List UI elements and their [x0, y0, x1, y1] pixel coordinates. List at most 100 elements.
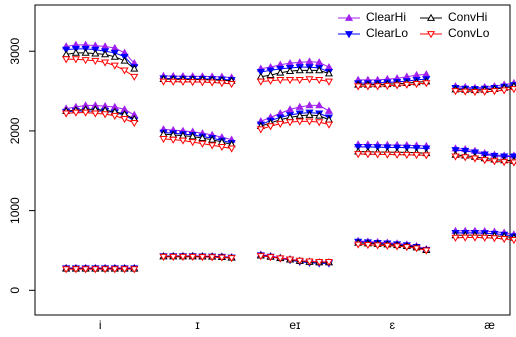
point — [256, 69, 265, 77]
point — [81, 109, 90, 117]
point — [91, 57, 100, 65]
point — [383, 144, 392, 152]
point — [285, 66, 295, 75]
point — [305, 57, 314, 65]
point — [402, 144, 411, 152]
point — [470, 234, 480, 242]
point — [490, 88, 499, 96]
point — [470, 88, 480, 97]
formant-line — [66, 52, 516, 91]
point — [363, 151, 372, 159]
formant-line — [66, 237, 516, 270]
point — [276, 120, 285, 128]
point — [315, 259, 324, 267]
x-tick-label: i — [99, 318, 102, 332]
point — [451, 88, 460, 96]
point — [227, 145, 236, 153]
point — [363, 241, 372, 250]
point — [315, 111, 324, 119]
point — [461, 88, 470, 96]
y-tick-label: 0 — [8, 287, 22, 294]
formant-line — [66, 104, 516, 157]
point — [188, 132, 197, 140]
point — [509, 86, 516, 94]
point — [256, 253, 265, 261]
point — [422, 152, 431, 160]
point — [188, 139, 197, 147]
point — [101, 59, 110, 67]
point — [62, 46, 71, 54]
point — [412, 145, 421, 153]
point — [217, 80, 226, 88]
point — [451, 153, 460, 161]
point — [159, 135, 168, 144]
point — [422, 70, 431, 78]
point — [198, 79, 207, 87]
formant-line — [66, 44, 516, 89]
legend-marker — [426, 31, 436, 39]
x-tick-label: ɪ — [195, 318, 199, 332]
point — [276, 68, 285, 76]
point — [383, 151, 392, 159]
point — [295, 111, 304, 119]
point — [120, 67, 129, 75]
point — [198, 140, 207, 148]
point — [315, 77, 324, 85]
point — [208, 135, 217, 143]
point — [266, 67, 275, 75]
point — [422, 247, 431, 255]
point — [285, 256, 295, 264]
point — [373, 144, 382, 152]
point — [110, 112, 119, 120]
point — [256, 78, 265, 86]
formant-line — [66, 110, 516, 157]
point — [500, 87, 509, 95]
point — [101, 266, 110, 274]
point — [315, 58, 324, 66]
point — [266, 254, 275, 262]
point — [295, 66, 304, 74]
point — [373, 83, 382, 91]
point — [159, 78, 168, 86]
point — [412, 80, 421, 89]
point — [295, 118, 304, 126]
point — [120, 266, 129, 274]
point — [324, 106, 334, 114]
point — [490, 158, 499, 166]
point — [62, 266, 71, 274]
point — [422, 80, 431, 88]
formant-line — [66, 48, 516, 90]
point — [208, 79, 217, 87]
point — [354, 151, 363, 159]
x-tick-label: æ — [484, 318, 495, 332]
point — [266, 123, 275, 131]
point — [402, 244, 411, 252]
formant-line — [66, 232, 516, 269]
point — [91, 110, 100, 118]
point — [500, 235, 509, 244]
y-tick-label: 3000 — [8, 38, 22, 65]
point — [71, 266, 80, 274]
point — [169, 253, 178, 262]
point — [509, 237, 516, 245]
point — [324, 69, 334, 77]
point — [188, 79, 197, 87]
point — [354, 83, 363, 91]
point — [324, 121, 334, 129]
point — [81, 266, 90, 274]
point — [276, 255, 285, 263]
point — [461, 234, 470, 242]
point — [227, 255, 236, 263]
point — [285, 119, 295, 127]
point — [461, 147, 470, 156]
point — [402, 81, 411, 89]
point — [130, 73, 139, 81]
point — [71, 109, 80, 117]
point — [305, 258, 314, 266]
legend-label: ConvHi — [448, 10, 487, 24]
point — [305, 110, 314, 118]
point — [227, 80, 236, 89]
point — [110, 52, 119, 60]
point — [383, 82, 392, 91]
y-tick-label: 1000 — [8, 197, 22, 224]
